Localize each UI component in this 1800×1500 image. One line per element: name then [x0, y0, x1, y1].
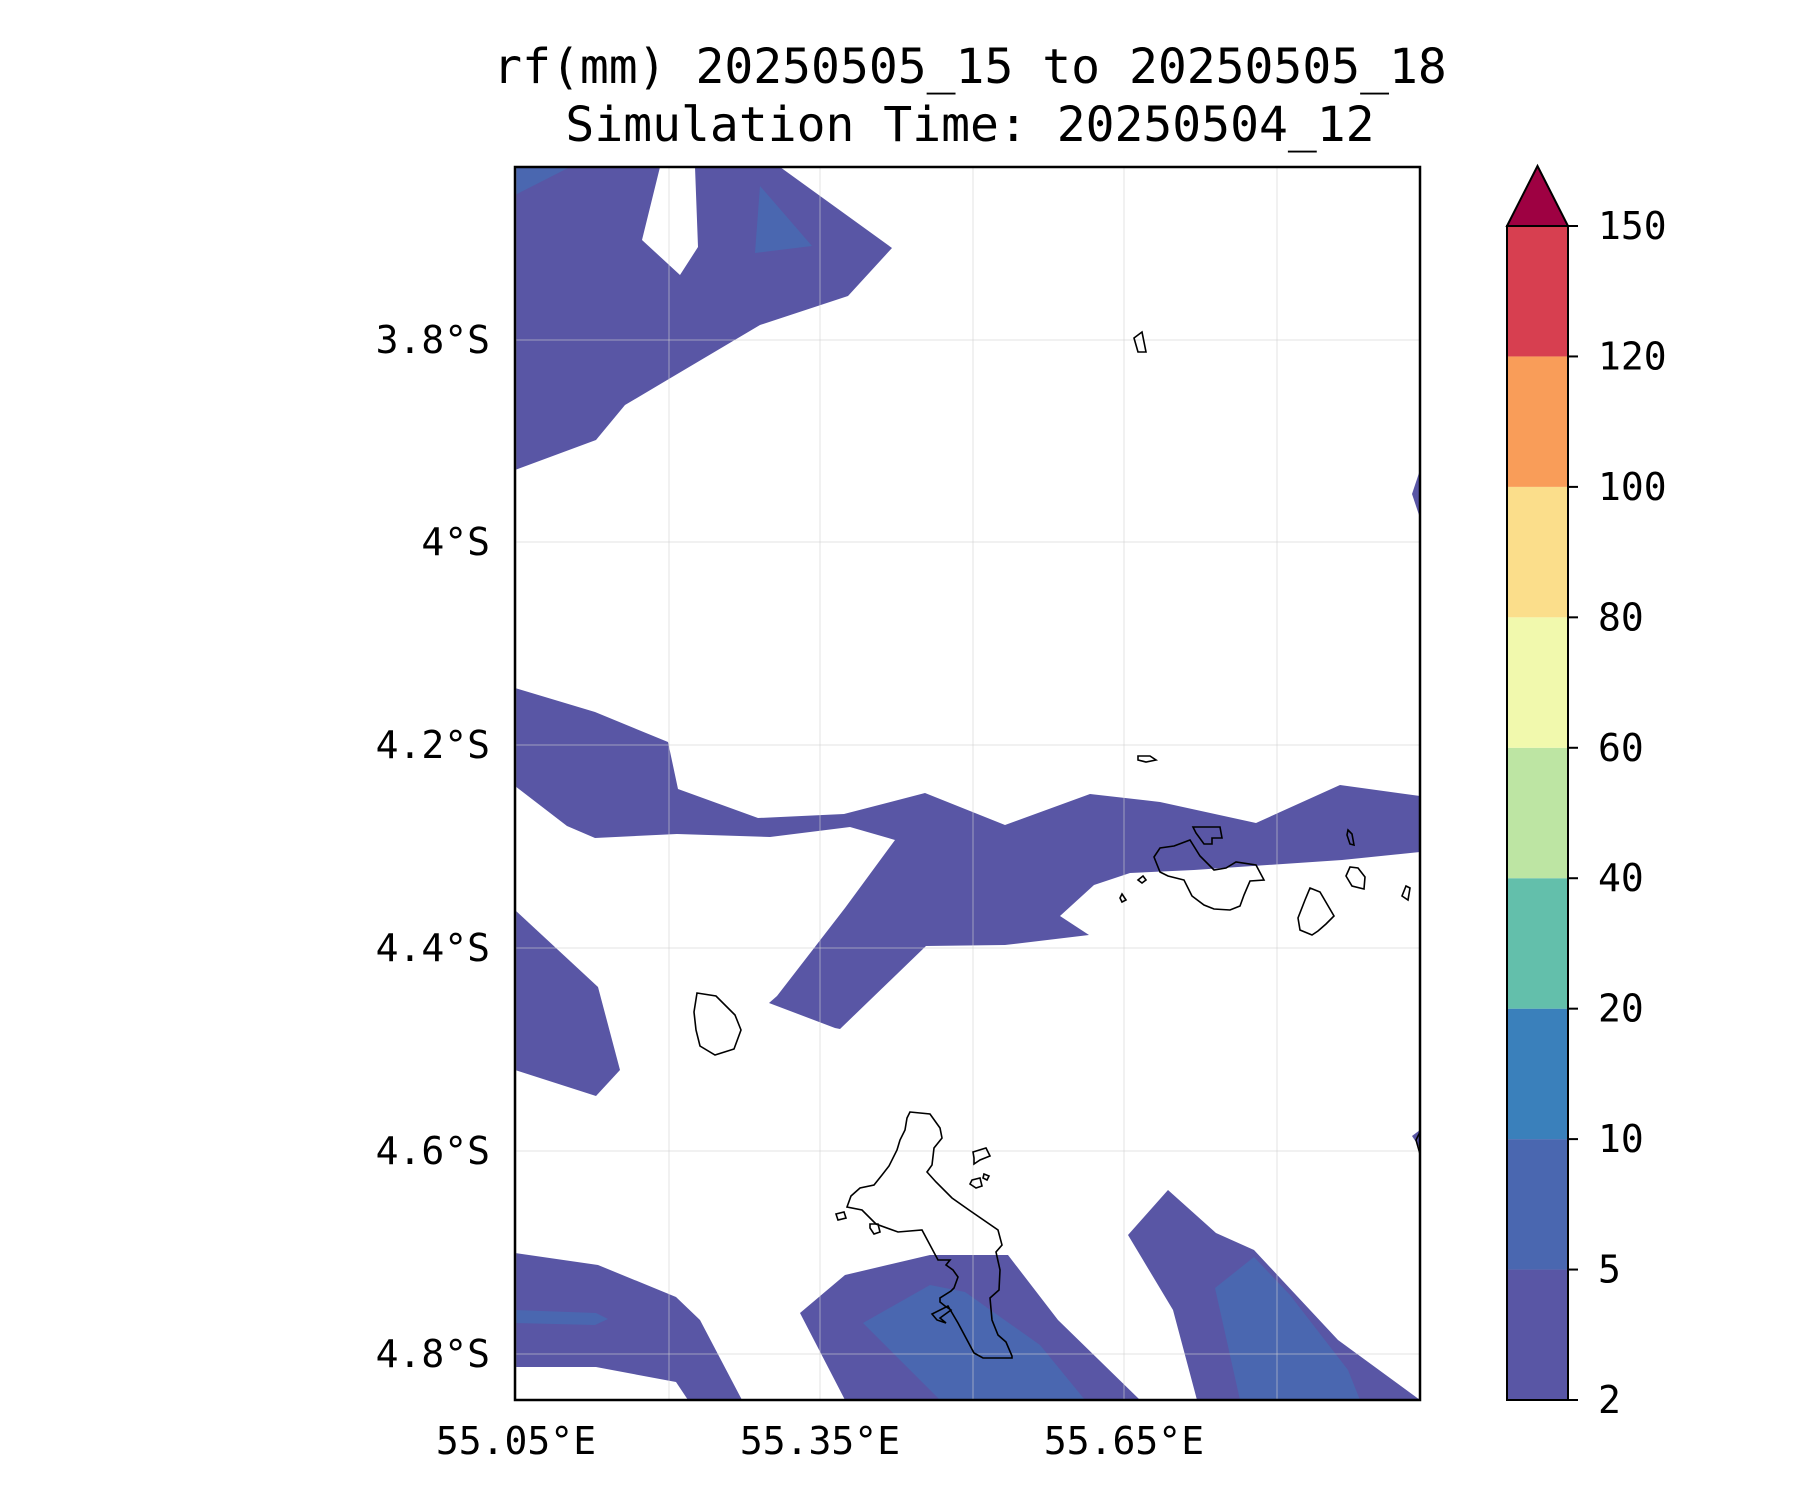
colorbar-segment: [1507, 617, 1568, 748]
rain-region-east-edge: [1412, 470, 1420, 518]
colorbar-segment: [1507, 1139, 1568, 1270]
coastline-islet-s3: [982, 1172, 991, 1182]
coastline-islet-s4: [834, 1211, 848, 1221]
lon-tick-label: 55.35°E: [740, 1419, 900, 1463]
rain-region-moderate-n: [755, 186, 812, 253]
longitude-tick-labels: 55.05°E 55.35°E 55.65°E: [436, 1419, 1204, 1463]
rain-region-central-band: [515, 688, 1420, 1029]
plot-area: [515, 167, 1420, 1400]
rain-region-moderate-nw: [515, 167, 570, 195]
rain-region-west: [515, 910, 620, 1096]
lat-tick-label: 4.2°S: [376, 723, 490, 767]
colorbar-segment: [1507, 1269, 1568, 1400]
rain-region-moderate-se: [1215, 1257, 1360, 1400]
lat-tick-label: 3.8°S: [376, 318, 490, 362]
map-title: rf(mm) 20250505_15 to 20250505_18 Simula…: [440, 38, 1500, 154]
coastline-islet-n1: [1133, 330, 1147, 353]
title-line-2: Simulation Time: 20250504_12: [565, 97, 1375, 153]
coastline-islet-e3: [1119, 892, 1128, 904]
coastline-islet-e1: [1346, 828, 1356, 847]
coastline-felicite: [1345, 866, 1366, 891]
coastline-praslin: [1153, 839, 1266, 911]
colorbar-tick-label: 120: [1598, 334, 1667, 378]
coastline-islet-s5: [869, 1223, 881, 1235]
colorbar-segment: [1507, 878, 1568, 1009]
colorbar-tick-label: 40: [1598, 856, 1644, 900]
lat-tick-label: 4.6°S: [376, 1129, 490, 1173]
colorbar-tick-label: 10: [1598, 1117, 1644, 1161]
coastlines: [693, 330, 1420, 1359]
coastline-islet-s1: [972, 1147, 992, 1166]
latitude-tick-labels: 3.8°S 4°S 4.2°S 4.4°S 4.6°S 4.8°S: [376, 318, 490, 1376]
coastline-islet-s2: [968, 1177, 983, 1189]
lat-tick-label: 4.4°S: [376, 926, 490, 970]
coastline-islet-e2: [1136, 874, 1148, 884]
lat-tick-label: 4.8°S: [376, 1332, 490, 1376]
colorbar-segment: [1507, 1008, 1568, 1140]
coastline-silhouette-island: [693, 992, 742, 1056]
colorbar-tick-label: 2: [1598, 1378, 1621, 1422]
colorbar-tick-label: 100: [1598, 465, 1667, 509]
lon-tick-label: 55.65°E: [1044, 1419, 1204, 1463]
coastline-islet-n2: [1137, 755, 1159, 763]
colorbar-tick-label: 150: [1598, 204, 1667, 248]
colorbar: 2 5 10 20 40 60 80 100 120 150: [1505, 163, 1667, 1422]
coastline-marianne: [1401, 884, 1411, 902]
lat-tick-label: 4°S: [421, 520, 490, 564]
colorbar-tick-label: 5: [1598, 1248, 1621, 1292]
colorbar-segment: [1507, 356, 1568, 487]
colorbar-tick-label: 80: [1598, 595, 1644, 639]
colorbar-segment: [1507, 226, 1568, 357]
colorbar-frame: [1506, 225, 1569, 1401]
colorbar-segment: [1507, 486, 1568, 618]
plot-frame: [513, 165, 1422, 1402]
colorbar-tick-label: 20: [1598, 987, 1644, 1031]
coastline-curieuse: [1191, 826, 1223, 845]
rain-region-moderate-s: [863, 1285, 1085, 1400]
gridlines: [515, 167, 1420, 1400]
colorbar-segment: [1507, 747, 1568, 879]
rain-band-5-10: [515, 167, 1360, 1400]
coastline-la-digue: [1297, 886, 1336, 936]
title-line-1: rf(mm) 20250505_15 to 20250505_18: [493, 39, 1447, 95]
colorbar-extend-arrow: [1505, 163, 1570, 227]
coastline-mahe: [845, 1111, 1013, 1359]
lon-tick-label: 55.05°E: [436, 1419, 596, 1463]
coastline-islet-edge: [1415, 1131, 1420, 1155]
colorbar-tick-label: 60: [1598, 726, 1644, 770]
rain-region-moderate-sw: [515, 1310, 608, 1325]
